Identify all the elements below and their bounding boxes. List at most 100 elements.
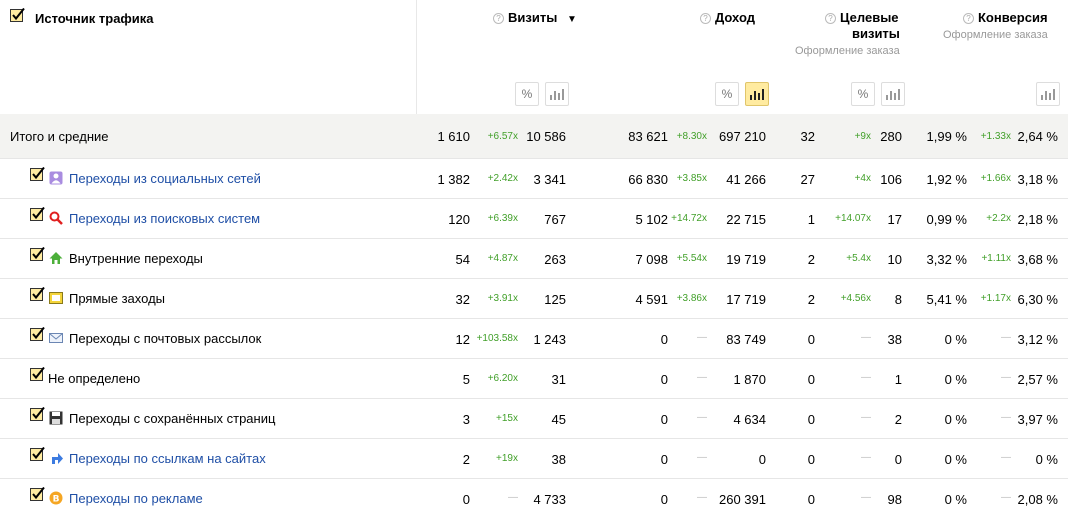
visits-value: 2 bbox=[462, 452, 470, 467]
revenue-value: 5 102 bbox=[635, 212, 668, 227]
table-row[interactable]: Переходы по ссылкам на сайтах 2 +19x 38 0 — 0 0… bbox=[0, 438, 1068, 478]
source-label: Не определено bbox=[48, 371, 141, 386]
source-label: Переходы с почтовых рассылок bbox=[69, 331, 262, 346]
totals-row: Итого и средние 1 610 +6.57x 10 586 83 6… bbox=[0, 114, 1068, 158]
row-checkbox[interactable] bbox=[30, 367, 45, 382]
conv-compare-value: 0 % bbox=[1035, 452, 1058, 467]
source-label: Прямые заходы bbox=[69, 291, 166, 306]
visits-change-value: +4.87x bbox=[487, 253, 518, 264]
totals-label: Итого и средние bbox=[10, 129, 109, 144]
visits-change-value: +2.42x bbox=[487, 173, 518, 184]
table-row[interactable]: Переходы с сохранённых страниц 3 +15x 45 0 — 4… bbox=[0, 398, 1068, 438]
revenue-value: 7 098 bbox=[635, 252, 668, 267]
direct-icon bbox=[49, 291, 63, 305]
row-checkbox[interactable] bbox=[30, 167, 45, 182]
visits-compare-value: 45 bbox=[551, 412, 566, 427]
total-goals-compare: 280 bbox=[880, 129, 902, 144]
revenue-column-header[interactable]: ? Доход bbox=[700, 10, 755, 26]
help-icon[interactable]: ? bbox=[493, 13, 504, 24]
row-checkbox[interactable] bbox=[30, 327, 45, 342]
conv-compare-value: 2,08 % bbox=[1017, 492, 1058, 507]
visits-value: 32 bbox=[455, 292, 470, 307]
visits-value: 120 bbox=[448, 212, 470, 227]
goals-value: 27 bbox=[800, 172, 815, 187]
goals-chart-button[interactable] bbox=[881, 82, 905, 106]
table-row[interactable]: Прямые заходы 32 +3.91x 125 4 591 +3.86x 17 71… bbox=[0, 278, 1068, 318]
goals-value: 0 bbox=[807, 412, 815, 427]
row-checkbox[interactable] bbox=[30, 447, 45, 462]
visits-percent-button[interactable]: % bbox=[515, 82, 539, 106]
sort-desc-icon[interactable]: ▼ bbox=[566, 14, 577, 25]
no-change-dash: — bbox=[1001, 452, 1011, 463]
total-visits-compare: 10 586 bbox=[526, 129, 566, 144]
help-icon[interactable]: ? bbox=[700, 13, 711, 24]
visits-chart-button[interactable] bbox=[545, 82, 569, 106]
conv-compare-value: 2,18 % bbox=[1017, 212, 1058, 227]
conversion-column-header[interactable]: ? Конверсия bbox=[963, 10, 1048, 26]
no-change-dash: — bbox=[697, 492, 707, 503]
goals-value: 0 bbox=[807, 372, 815, 387]
source-link[interactable]: Переходы по ссылкам на сайтах bbox=[69, 451, 266, 466]
visits-column-header[interactable]: ? Визиты ▼ bbox=[493, 10, 577, 28]
no-change-dash: — bbox=[861, 332, 871, 343]
visits-value: 3 bbox=[462, 412, 470, 427]
goals-percent-button[interactable]: % bbox=[851, 82, 875, 106]
bar-chart-icon bbox=[1041, 88, 1055, 100]
visits-value: 0 bbox=[462, 492, 470, 507]
conv-value: 0,99 % bbox=[926, 212, 967, 227]
header-divider bbox=[416, 0, 417, 114]
source-column-title[interactable]: Источник трафика bbox=[35, 11, 154, 26]
source-link[interactable]: Переходы по рекламе bbox=[69, 491, 203, 506]
help-icon[interactable]: ? bbox=[825, 13, 836, 24]
home-icon bbox=[49, 251, 63, 265]
source-link[interactable]: Переходы из поисковых систем bbox=[69, 211, 261, 226]
mail-icon bbox=[49, 331, 63, 345]
help-icon[interactable]: ? bbox=[963, 13, 974, 24]
conversion-chart-button[interactable] bbox=[1036, 82, 1060, 106]
svg-text:B: B bbox=[53, 495, 60, 505]
goals-change-value: +14.07x bbox=[835, 213, 871, 224]
revenue-compare-value: 41 266 bbox=[726, 172, 766, 187]
no-change-dash: — bbox=[1001, 332, 1011, 343]
visits-value: 12 bbox=[455, 332, 470, 347]
revenue-compare-value: 1 870 bbox=[733, 372, 766, 387]
goal-visits-column-header[interactable]: ? Целевые визиты bbox=[825, 10, 900, 42]
table-row[interactable]: Переходы из социальных сетей 1 382 +2.42x 3… bbox=[0, 158, 1068, 198]
table-row[interactable]: Переходы из поисковых систем 120 +6.39x 767… bbox=[0, 198, 1068, 238]
table-row[interactable]: B Переходы по рекламе 0 — 4 733 0 — 260 391 0 — 98… bbox=[0, 478, 1068, 516]
visits-change-value: +15x bbox=[496, 413, 518, 424]
row-checkbox[interactable] bbox=[30, 487, 45, 502]
visits-compare-value: 38 bbox=[551, 452, 566, 467]
bar-chart-icon bbox=[550, 88, 564, 100]
revenue-chart-button[interactable] bbox=[745, 82, 769, 106]
conversion-subtitle: Оформление заказа bbox=[943, 29, 1048, 41]
table-row[interactable]: Не определено 5 +6.20x 31 0 — 1 870 0 — 1 0 % — 2,57… bbox=[0, 358, 1068, 398]
no-change-dash: — bbox=[697, 452, 707, 463]
no-change-dash: — bbox=[1001, 372, 1011, 383]
select-all-checkbox[interactable] bbox=[10, 8, 25, 23]
total-revenue-compare: 697 210 bbox=[719, 129, 766, 144]
visits-value: 5 bbox=[462, 372, 470, 387]
row-checkbox[interactable] bbox=[30, 247, 45, 262]
conv-value: 0 % bbox=[944, 492, 967, 507]
table-row[interactable]: Внутренние переходы 54 +4.87x 263 7 098 +5.54… bbox=[0, 238, 1068, 278]
visits-value: 1 382 bbox=[437, 172, 470, 187]
social-icon bbox=[49, 171, 63, 185]
table-row[interactable]: Переходы с почтовых рассылок 12 +103.58x 1 … bbox=[0, 318, 1068, 358]
link-arrow-icon bbox=[49, 451, 63, 465]
revenue-percent-button[interactable]: % bbox=[715, 82, 739, 106]
conv-compare-value: 3,68 % bbox=[1017, 252, 1058, 267]
revenue-value: 0 bbox=[660, 332, 668, 347]
goals-compare-value: 106 bbox=[880, 172, 902, 187]
bar-chart-icon bbox=[750, 88, 764, 100]
conv-compare-value: 6,30 % bbox=[1017, 292, 1058, 307]
conv-value: 0 % bbox=[944, 372, 967, 387]
conv-compare-value: 3,18 % bbox=[1017, 172, 1058, 187]
row-checkbox[interactable] bbox=[30, 207, 45, 222]
floppy-icon bbox=[49, 411, 63, 425]
row-checkbox[interactable] bbox=[30, 407, 45, 422]
row-checkbox[interactable] bbox=[30, 287, 45, 302]
no-change-dash: — bbox=[1001, 412, 1011, 423]
goals-value: 2 bbox=[807, 252, 815, 267]
source-link[interactable]: Переходы из социальных сетей bbox=[69, 171, 261, 186]
